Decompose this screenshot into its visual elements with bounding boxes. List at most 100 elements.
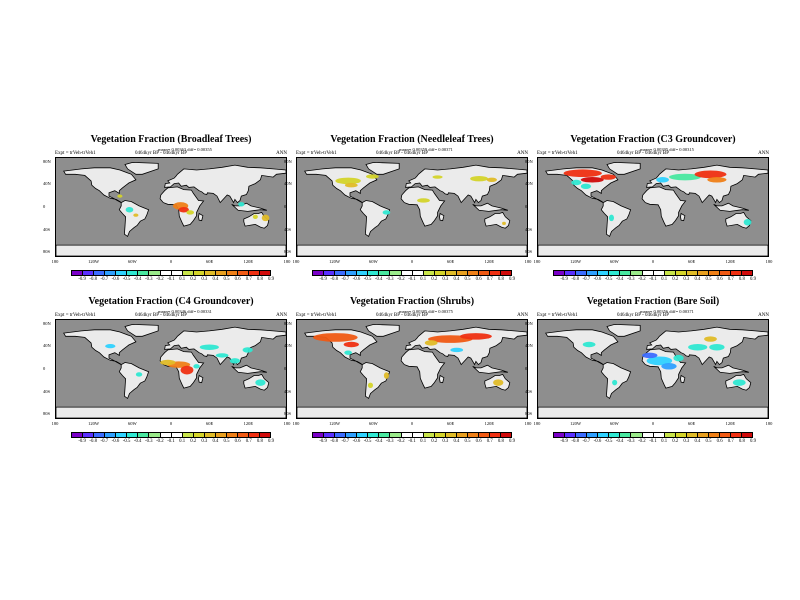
lon-label: 120E xyxy=(725,259,736,264)
colorbar-tick-label: 0.4 xyxy=(212,277,219,282)
panel-stats: mean= 0.00395 diff= 0.00315 xyxy=(640,147,694,152)
map-svg xyxy=(297,323,527,418)
land-polygon xyxy=(124,161,159,175)
colorbar-tick-label: -0.4 xyxy=(374,277,383,282)
colorbar-tick-label: -0.1 xyxy=(649,439,657,444)
colorbar-swatch xyxy=(160,433,172,437)
colorbar-swatch xyxy=(215,433,227,437)
colorbar-swatch xyxy=(686,433,698,437)
colorbar-tick-label: 0.3 xyxy=(442,439,449,444)
land-polygon xyxy=(304,329,378,365)
land-polygon xyxy=(297,406,527,418)
colorbar-tick-label: -0.6 xyxy=(111,277,120,282)
colorbar-swatch xyxy=(587,271,599,275)
colorbar-tick-label: 0.3 xyxy=(683,439,690,444)
colorbar-tick-label: -0.1 xyxy=(167,439,175,444)
lon-label: 120E xyxy=(243,421,254,426)
colorbar-swatch xyxy=(94,271,106,275)
colorbar-swatch xyxy=(346,433,358,437)
panel-period: 0464kyr BP - 0464kyr BP xyxy=(376,313,429,318)
colorbar-tick-label: 0.6 xyxy=(475,439,482,444)
colorbar-tick-label: -0.1 xyxy=(408,439,416,444)
panel-season: ANN xyxy=(276,151,287,156)
colorbar-tick-label: 0.9 xyxy=(509,277,515,282)
land-polygon xyxy=(472,364,508,374)
colorbar-swatch xyxy=(576,433,588,437)
colorbar-swatch xyxy=(478,433,490,437)
colorbar-swatch xyxy=(249,271,261,275)
panel-stats: mean= 0.00346 diff= 0.00331 xyxy=(158,309,212,314)
anomaly-patch xyxy=(642,352,658,359)
colorbar-tick-label: -0.7 xyxy=(582,439,591,444)
colorbar-swatch xyxy=(401,271,413,275)
anomaly-patch xyxy=(252,214,258,219)
lat-label: 80N xyxy=(284,159,292,164)
colorbar-tick-label: 0.5 xyxy=(464,439,471,444)
lon-label: 60E xyxy=(206,421,214,426)
colorbar-swatch xyxy=(127,433,139,437)
land-polygon xyxy=(400,186,446,227)
colorbar-tick-label: 0.1 xyxy=(179,439,186,444)
colorbar-swatch xyxy=(423,271,435,275)
panel-expt: Expt = trVeh-trVeh1 xyxy=(55,313,96,318)
anomaly-patch xyxy=(133,213,139,217)
colorbar-tick-label: -0.8 xyxy=(330,439,339,444)
anomaly-patch xyxy=(459,333,492,340)
panel-season: ANN xyxy=(276,313,287,318)
colorbar-swatch xyxy=(237,271,249,275)
map-panel-needleleaf: Vegetation Fraction (Needleleaf Trees) me… xyxy=(284,134,532,294)
lat-label: 40N xyxy=(525,181,533,186)
lon-label: 0 xyxy=(410,259,414,264)
colorbar-swatch xyxy=(434,271,446,275)
lon-label: 60W xyxy=(609,259,619,264)
colorbar-tick-label: 0.7 xyxy=(245,277,252,282)
lat-label: 80N xyxy=(43,321,51,326)
colorbar-tick-label: 0.9 xyxy=(509,439,515,444)
colorbar-swatch xyxy=(434,433,446,437)
land-polygon xyxy=(713,364,749,374)
colorbar-swatch xyxy=(324,433,336,437)
anomaly-patch xyxy=(344,183,358,188)
anomaly-patch xyxy=(160,359,176,366)
colorbar-swatch xyxy=(642,433,654,437)
colorbar-swatch xyxy=(260,433,271,437)
lon-axis: 180 120W 60W 0 60E 120E 180 xyxy=(293,259,532,266)
panel-stats: mean= 0.00356 diff= 0.00371 xyxy=(640,309,694,314)
panel-period: 0464kyr BP - 0464kyr BP xyxy=(376,151,429,156)
colorbar xyxy=(312,432,512,438)
colorbar-swatch xyxy=(576,271,588,275)
colorbar-swatch xyxy=(116,271,128,275)
colorbar-tick-label: -0.7 xyxy=(100,277,109,282)
panel-title: Vegetation Fraction (Needleleaf Trees) xyxy=(330,134,494,145)
lon-label: 120W xyxy=(88,421,100,426)
colorbar-swatch xyxy=(335,433,347,437)
colorbar-tick-label: 0.3 xyxy=(201,277,208,282)
land-polygon xyxy=(164,164,286,204)
anomaly-patch xyxy=(580,183,592,190)
panel-expt: Expt = trVeh-trVeh1 xyxy=(55,151,96,156)
land-polygon xyxy=(713,202,749,212)
land-polygon xyxy=(538,406,768,418)
lat-label: 80S xyxy=(525,411,533,416)
lon-label: 60E xyxy=(206,259,214,264)
lon-label: 60E xyxy=(688,259,696,264)
lat-label: 80S xyxy=(43,249,51,254)
anomaly-patch xyxy=(656,177,669,183)
anomaly-patch xyxy=(238,202,245,207)
colorbar xyxy=(71,432,271,438)
anomaly-patch xyxy=(215,353,229,358)
lat-label: 80N xyxy=(525,159,533,164)
colorbar-swatch xyxy=(138,271,150,275)
anomaly-patch xyxy=(743,218,752,226)
lon-label: 180 xyxy=(51,259,59,264)
colorbar-tick-label: -0.7 xyxy=(341,439,350,444)
anomaly-patch xyxy=(486,177,497,182)
colorbar-tick-label: 0.9 xyxy=(750,277,756,282)
lon-label: 180 xyxy=(533,259,541,264)
colorbar-swatch xyxy=(379,271,391,275)
colorbar-swatch xyxy=(149,271,161,275)
lat-label: 40S xyxy=(284,389,292,394)
panel-title: Vegetation Fraction (C3 Groundcover) xyxy=(570,134,736,145)
land-polygon xyxy=(304,167,378,203)
colorbar-swatch xyxy=(653,271,665,275)
